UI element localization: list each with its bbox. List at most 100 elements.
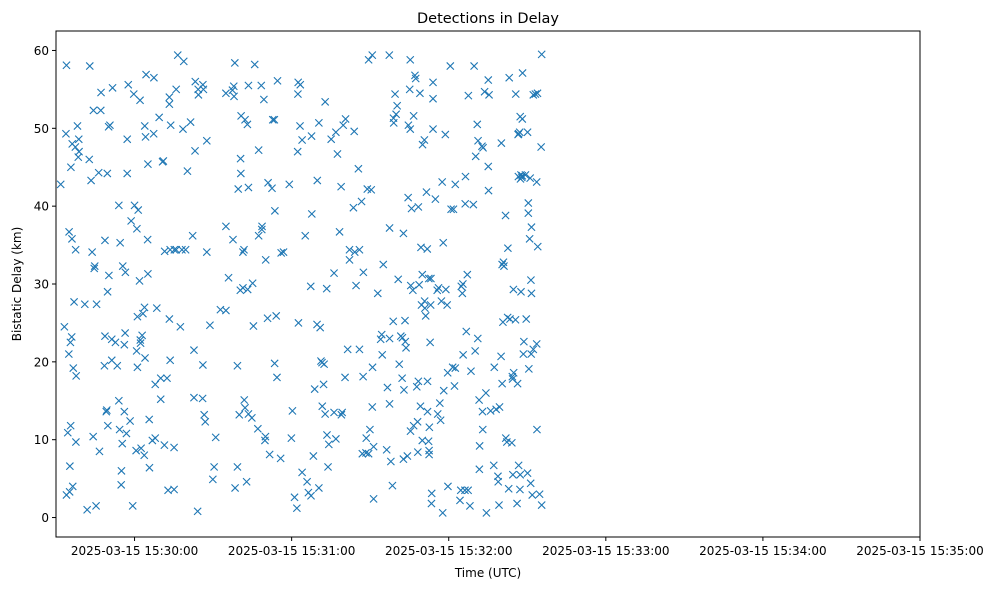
- data-point: [179, 57, 188, 66]
- data-point: [368, 51, 377, 60]
- data-point: [126, 417, 135, 425]
- data-point: [359, 372, 368, 381]
- data-point: [463, 270, 472, 279]
- data-point: [439, 386, 448, 395]
- data-point: [461, 199, 470, 208]
- data-point: [67, 234, 76, 243]
- data-point: [475, 465, 484, 474]
- data-point: [170, 485, 179, 494]
- data-point: [233, 462, 242, 471]
- data-point: [386, 457, 395, 466]
- data-point: [276, 454, 285, 463]
- data-point: [511, 90, 520, 99]
- data-point: [385, 223, 394, 232]
- data-point: [279, 248, 288, 257]
- data-point: [62, 490, 71, 499]
- data-point: [518, 171, 527, 180]
- data-point: [498, 379, 507, 388]
- data-point: [475, 441, 484, 450]
- data-point: [509, 368, 518, 377]
- data-point: [177, 245, 186, 254]
- data-point: [138, 331, 147, 340]
- data-point: [230, 92, 239, 101]
- data-point: [383, 383, 392, 392]
- data-point: [75, 147, 84, 156]
- data-point: [155, 113, 164, 122]
- data-point: [433, 410, 442, 418]
- data-point: [189, 393, 198, 402]
- data-point: [368, 403, 377, 411]
- x-axis-ticks: 2025-03-15 15:30:00 2025-03-15 15:31:00 20…: [71, 537, 984, 558]
- data-point: [531, 90, 540, 99]
- data-point: [165, 93, 174, 102]
- data-point: [339, 121, 348, 130]
- data-point: [208, 475, 217, 484]
- data-point: [521, 171, 530, 180]
- data-point: [524, 209, 533, 218]
- data-point: [408, 286, 417, 295]
- data-point: [134, 206, 143, 215]
- data-point: [141, 132, 150, 141]
- data-point: [247, 413, 256, 422]
- data-point: [234, 185, 243, 194]
- data-point: [121, 268, 130, 277]
- data-point: [235, 410, 244, 419]
- data-point: [170, 245, 179, 254]
- data-point: [413, 448, 422, 457]
- data-point: [429, 125, 438, 134]
- data-point: [200, 410, 209, 419]
- data-point: [71, 143, 80, 151]
- data-point: [322, 431, 331, 440]
- data-point: [345, 245, 354, 254]
- data-point: [173, 51, 182, 60]
- data-point: [56, 180, 65, 189]
- data-point: [418, 270, 427, 279]
- data-point: [191, 146, 200, 155]
- data-point: [492, 405, 501, 414]
- data-point: [140, 451, 149, 460]
- data-point: [535, 490, 544, 499]
- data-point: [529, 345, 538, 354]
- data-point: [478, 425, 487, 434]
- y-axis-ticks: 0 10 20 30 40 50 60: [34, 44, 56, 525]
- data-point: [528, 490, 537, 499]
- data-point: [484, 76, 493, 85]
- data-point: [102, 407, 111, 416]
- data-point: [268, 115, 277, 124]
- data-point: [94, 168, 103, 177]
- data-point: [423, 244, 432, 253]
- data-point: [415, 89, 424, 98]
- data-point: [229, 82, 238, 91]
- data-point: [364, 55, 373, 64]
- data-point: [242, 477, 251, 486]
- data-point: [526, 276, 535, 285]
- data-point: [407, 204, 416, 213]
- data-point: [70, 297, 79, 306]
- data-point: [475, 396, 484, 404]
- data-point: [503, 313, 512, 322]
- data-point: [233, 361, 242, 370]
- data-point: [294, 318, 303, 327]
- data-point: [365, 425, 374, 434]
- data-point: [103, 169, 112, 178]
- data-point: [130, 201, 139, 210]
- data-point: [254, 146, 263, 155]
- data-point: [513, 499, 522, 508]
- data-point: [394, 275, 403, 284]
- data-point: [427, 489, 436, 498]
- data-point: [369, 442, 378, 451]
- data-point: [124, 80, 133, 89]
- data-point: [471, 152, 480, 161]
- data-point: [482, 508, 491, 517]
- chart-title: Detections in Delay: [417, 11, 559, 27]
- data-point: [198, 394, 207, 403]
- y-tick-label: 60: [34, 44, 49, 58]
- y-tick-label: 10: [34, 433, 49, 447]
- data-point: [441, 285, 450, 294]
- data-point: [254, 231, 263, 240]
- data-point: [181, 245, 190, 254]
- data-point: [416, 243, 425, 252]
- data-point: [330, 269, 339, 278]
